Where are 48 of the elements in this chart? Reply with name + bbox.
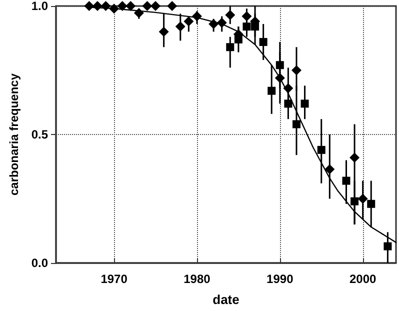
y-tick-label: 0.5 [31,128,48,142]
point [259,38,268,46]
point [284,100,292,108]
point [300,100,309,108]
point [150,1,161,11]
point [158,26,169,37]
x-tick-label: 1980 [184,272,211,286]
point [324,164,335,174]
point [242,11,252,22]
point [283,83,294,94]
x-tick-label: 2000 [349,272,376,286]
point [358,194,368,204]
point [192,11,202,22]
point [92,1,102,11]
point [134,8,144,18]
point [100,1,111,11]
x-tick-label: 1990 [266,272,294,286]
point [242,22,251,31]
y-tick-label: 0.0 [31,256,48,270]
point [167,1,178,11]
point [292,120,300,128]
point [384,242,392,250]
x-axis-title: date [212,292,240,307]
point [367,200,376,208]
point [234,35,242,44]
point [126,1,136,11]
point [274,72,285,83]
point [225,10,236,20]
point [117,1,128,11]
point [342,176,350,185]
point [208,18,219,29]
point [268,86,276,95]
point [317,146,326,154]
point [175,22,186,32]
point [276,61,284,70]
point [291,65,302,76]
point [109,4,120,14]
point [226,43,234,52]
point [251,22,260,31]
point [216,18,227,28]
point [350,197,359,206]
y-axis-title: carbonaria frequency [7,73,21,196]
point [142,1,152,11]
point [350,152,360,163]
x-tick-label: 1970 [100,272,128,286]
point [84,1,94,11]
y-tick-label: 1.0 [31,0,48,13]
point [184,16,194,26]
